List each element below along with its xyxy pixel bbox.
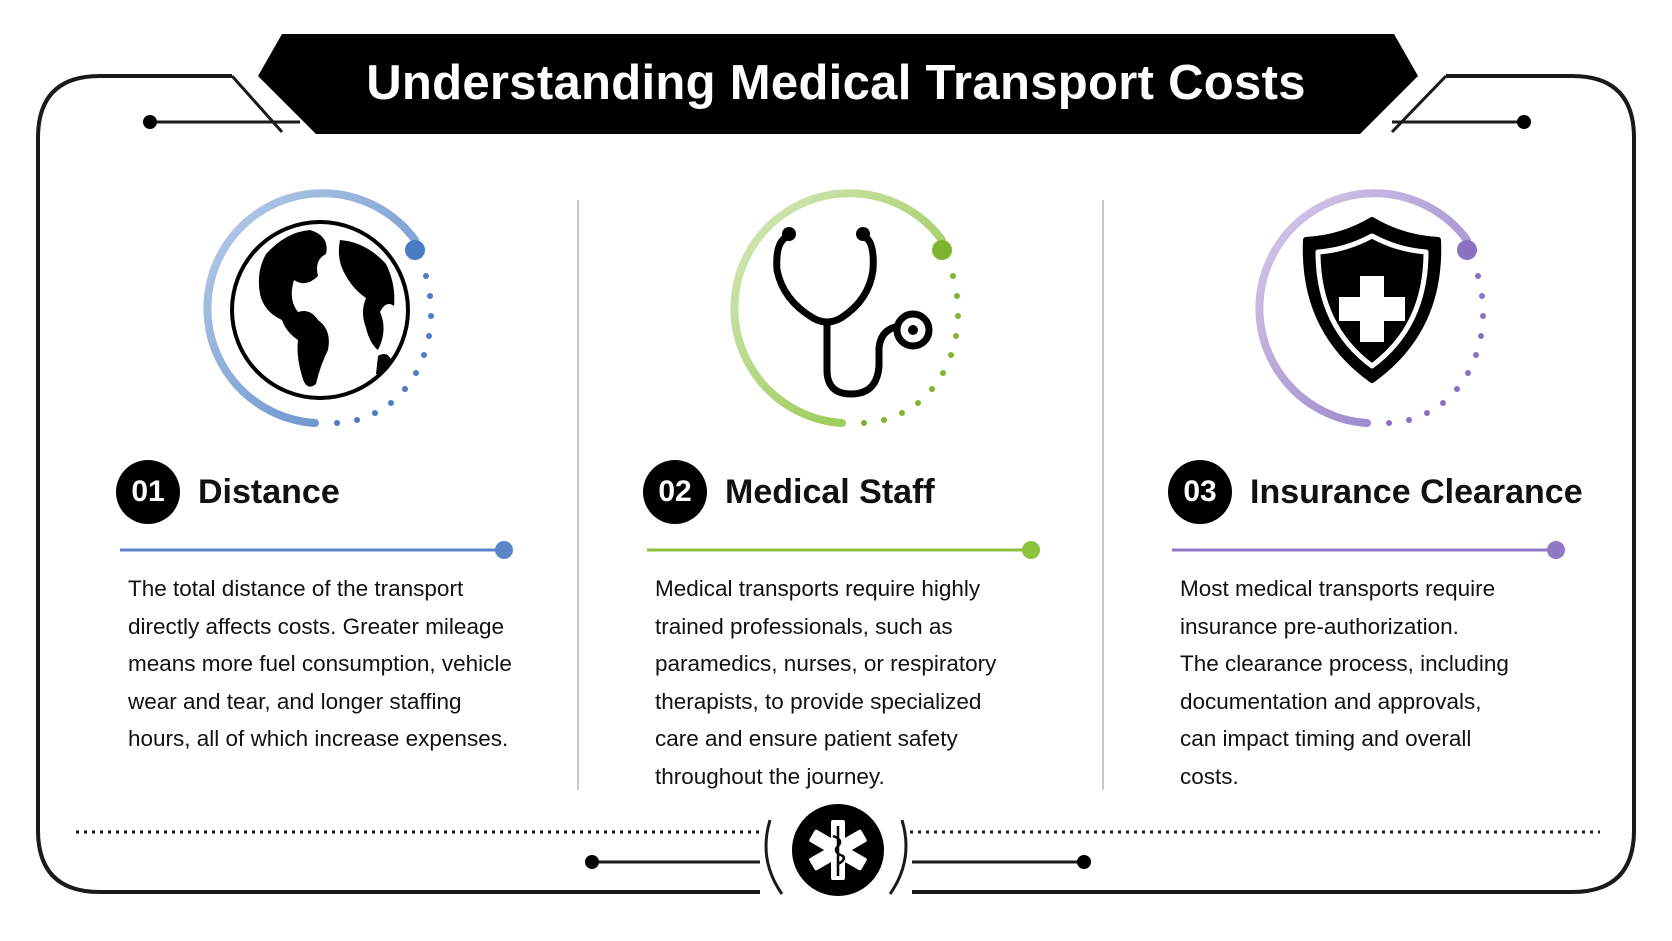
description-line: The clearance process, including [1180, 651, 1509, 676]
item-title: Insurance Clearance [1250, 472, 1583, 511]
cost-item-insurance-clearance: 03 Insurance Clearance Most medical tran… [1162, 180, 1632, 790]
description-line: insurance pre-authorization. [1180, 613, 1459, 639]
step-number-badge: 01 [116, 460, 180, 524]
description-line: trained professionals, such as [655, 613, 953, 639]
item-description: Most medical transports require insuranc… [1180, 570, 1580, 795]
item-heading: 03 Insurance Clearance [1168, 460, 1638, 524]
accent-rule [120, 541, 513, 559]
description-line: costs. [1180, 763, 1239, 789]
item-heading: 02 Medical Staff [643, 460, 1113, 524]
page-title: Understanding Medical Transport Costs [366, 56, 1306, 110]
description-line: therapists, to provide specialized [655, 688, 982, 714]
column-divider [1102, 200, 1104, 790]
description-line: paramedics, nurses, or respiratory [655, 651, 997, 676]
globe-icon [190, 180, 450, 440]
description-line: Most medical transports require [1180, 576, 1496, 601]
description-line: care and ensure patient safety [655, 726, 958, 751]
item-description: The total distance of the transport dire… [128, 570, 528, 758]
item-heading: 01 Distance [116, 460, 586, 524]
description-line: directly affects costs. Greater mileage [128, 613, 504, 639]
item-title: Medical Staff [725, 472, 935, 511]
cost-item-medical-staff: 02 Medical Staff Medical transports requ… [637, 180, 1107, 790]
description-line: can impact timing and overall [1180, 726, 1472, 751]
step-number-badge: 03 [1168, 460, 1232, 524]
star-of-life-icon [792, 804, 884, 896]
description-line: throughout the journey. [655, 763, 885, 789]
step-number-badge: 02 [643, 460, 707, 524]
description-line: hours, all of which increase expenses. [128, 726, 509, 751]
cost-item-distance: 01 Distance The total distance of the tr… [110, 180, 580, 790]
item-title: Distance [198, 472, 340, 511]
accent-rule [647, 541, 1040, 559]
description-line: means more fuel consumption, vehicle [128, 651, 512, 676]
description-line: wear and tear, and longer staffing [128, 688, 462, 714]
shield-cross-icon [1242, 180, 1502, 440]
stethoscope-icon [717, 180, 977, 440]
description-line: Medical transports require highly [655, 576, 981, 601]
accent-rule [1172, 541, 1565, 559]
item-description: Medical transports require highly traine… [655, 570, 1055, 795]
column-divider [577, 200, 579, 790]
description-line: documentation and approvals, [1180, 688, 1482, 714]
description-line: The total distance of the transport [128, 576, 464, 601]
